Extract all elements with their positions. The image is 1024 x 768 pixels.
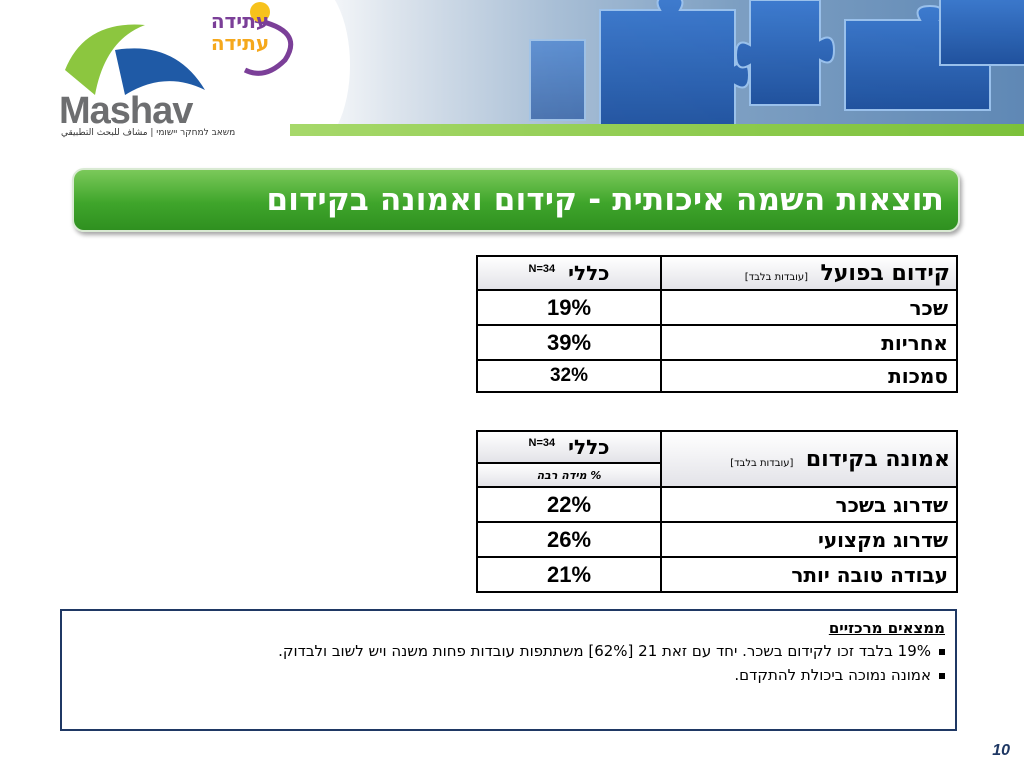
row-label: עבודה טובה יותר [660, 556, 958, 593]
square-bullet-icon [939, 672, 945, 679]
page-number: 10 [992, 742, 1010, 759]
row-value: 26% [476, 521, 662, 558]
row-value: 22% [476, 486, 662, 523]
table-row: סמכות 32% [476, 359, 958, 393]
mashav-logo: עתידה עתידה Mashav משאב למחקר יישומי | م… [55, 0, 305, 145]
slide-title: תוצאות השמה איכותית - קידום ואמונה בקידו… [266, 182, 944, 218]
logo-swoosh-icon [65, 2, 294, 95]
row-value: 19% [476, 289, 662, 326]
atida-logo-line2: עתידה [210, 31, 270, 55]
column-label: כללי [568, 261, 610, 285]
mashav-logo-word: Mashav [59, 90, 193, 132]
table-subheader-row: % מידה רבה [476, 462, 957, 488]
findings-title: ממצאים מרכזיים [828, 619, 945, 637]
column-header-general: כללי N=34 [476, 430, 662, 464]
list-item: אמונה נמוכה ביכולת להתקדם. [72, 663, 945, 687]
column-subheader: % מידה רבה [476, 462, 662, 488]
finding-text: אמונה נמוכה ביכולת להתקדם. [734, 666, 931, 684]
row-label: שכר [660, 289, 958, 326]
column-header-general: כללי N=34 [476, 255, 662, 291]
row-value: 39% [476, 324, 662, 361]
table-heading-cell: אמונה בקידום [עובדות בלבד] [660, 430, 958, 488]
table-heading-note: [עובדות בלבד] [730, 457, 794, 469]
mashav-logo-subtitle: משאב למחקר יישומי | مشاف للبحث التطبيقي [61, 128, 236, 138]
row-label: שדרוג מקצועי [660, 521, 958, 558]
slide-title-bar: תוצאות השמה איכותית - קידום ואמונה בקידו… [72, 168, 960, 232]
atida-logo-text: עתידה עתידה [185, 10, 295, 54]
row-value: 21% [476, 556, 662, 593]
finding-text: 19% בלבד זכו לקידום בשכר. יחד עם זאת 21 … [278, 642, 931, 660]
key-findings-box: ממצאים מרכזיים 19% בלבד זכו לקידום בשכר.… [60, 609, 957, 731]
promotion-belief-table: אמונה בקידום [עובדות בלבד] כללי N=34 % מ… [476, 430, 958, 593]
row-label: שדרוג בשכר [660, 486, 958, 523]
promotion-actual-table: קידום בפועל [עובדות בלבד] כללי N=34 שכר … [476, 255, 958, 393]
table-row: שדרוג בשכר 22% [476, 486, 958, 523]
findings-list: 19% בלבד זכו לקידום בשכר. יחד עם זאת 21 … [72, 639, 945, 687]
table-heading-cell: קידום בפועל [עובדות בלבד] [660, 255, 958, 291]
puzzle-pieces-illustration [529, 0, 1024, 128]
table-row: עבודה טובה יותר 21% [476, 556, 958, 593]
table-header-row: אמונה בקידום [עובדות בלבד] כללי N=34 [476, 430, 958, 488]
table-row: שכר 19% [476, 289, 958, 326]
row-value: 32% [476, 359, 662, 393]
table-heading: אמונה בקידום [805, 446, 950, 472]
puzzle-banner-image [300, 0, 1024, 128]
atida-logo-line1: עתידה [210, 9, 270, 33]
list-item: 19% בלבד זכו לקידום בשכר. יחד עם זאת 21 … [72, 639, 945, 663]
sample-size-label: N=34 [528, 263, 556, 276]
header-green-stripe [290, 124, 1024, 136]
slide-header: עתידה עתידה Mashav משאב למחקר יישומי | م… [0, 0, 1024, 150]
column-label: כללי [568, 435, 610, 459]
row-label: אחריות [660, 324, 958, 361]
square-bullet-icon [939, 648, 945, 655]
table-row: אחריות 39% [476, 324, 958, 361]
table-header-row: קידום בפועל [עובדות בלבד] כללי N=34 [476, 255, 958, 291]
table-heading: קידום בפועל [820, 260, 950, 286]
table-row: שדרוג מקצועי 26% [476, 521, 958, 558]
table-heading-note: [עובדות בלבד] [744, 271, 808, 283]
row-label: סמכות [660, 359, 958, 393]
sample-size-label: N=34 [528, 437, 556, 450]
